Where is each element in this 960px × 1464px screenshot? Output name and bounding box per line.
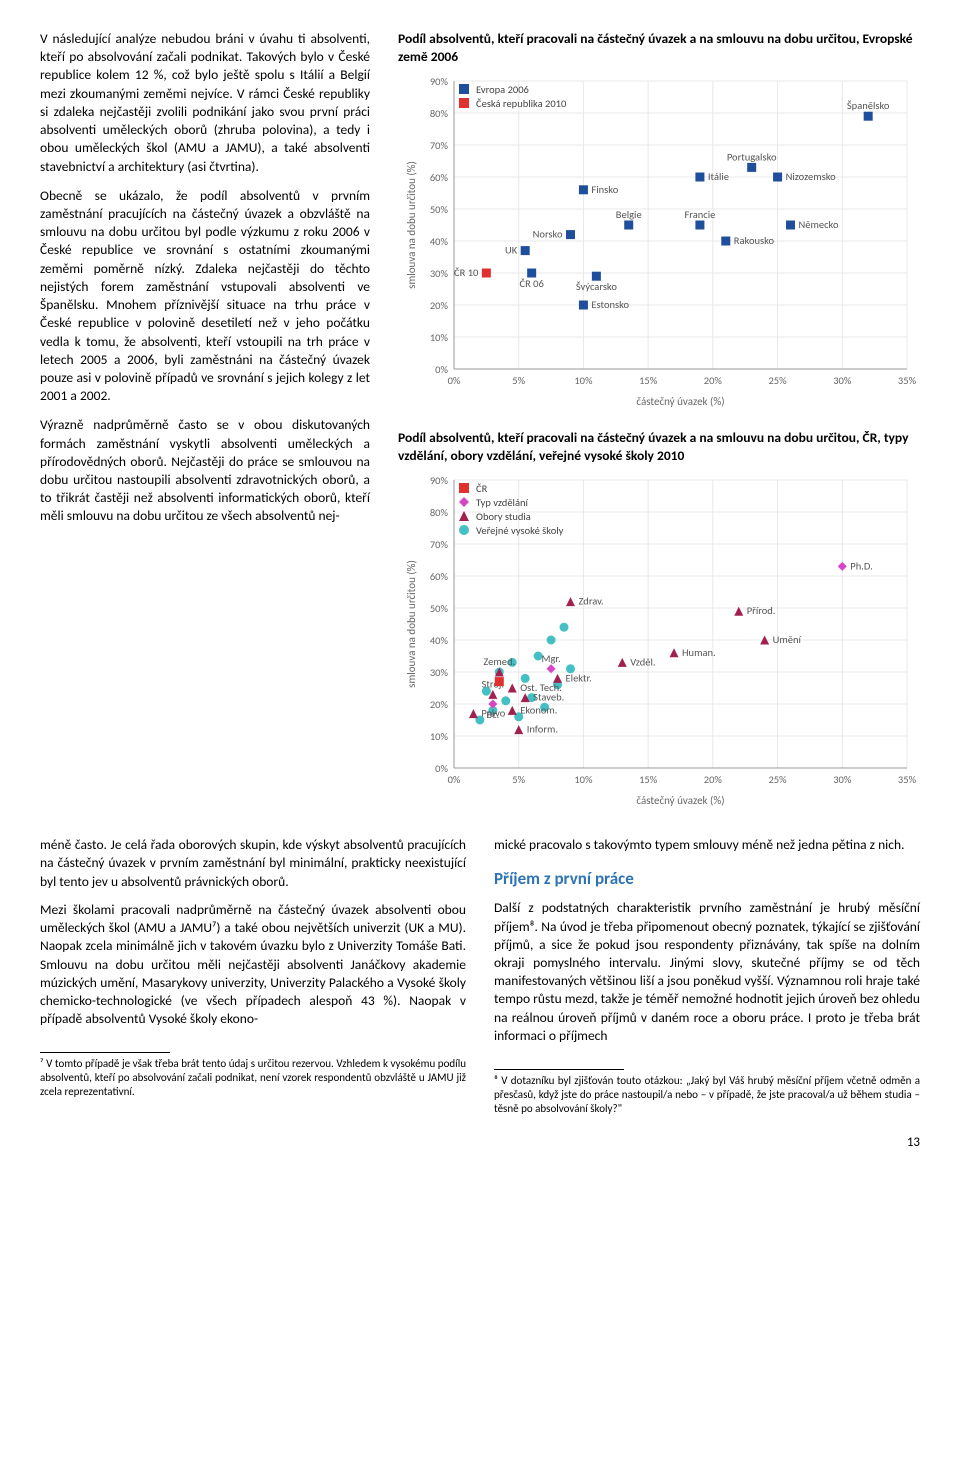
- svg-text:Mgr.: Mgr.: [541, 652, 560, 665]
- svg-text:ČR 06: ČR 06: [519, 277, 543, 290]
- svg-text:Umění: Umění: [773, 633, 802, 646]
- svg-text:25%: 25%: [768, 374, 787, 387]
- svg-text:0%: 0%: [435, 363, 448, 376]
- svg-text:Staveb.: Staveb.: [533, 691, 564, 704]
- svg-text:80%: 80%: [430, 506, 449, 519]
- svg-text:Norsko: Norsko: [533, 228, 563, 241]
- svg-text:Zdrav.: Zdrav.: [578, 595, 603, 608]
- paragraph: Mezi školami pracovali nadprůměrně na čá…: [40, 901, 466, 1029]
- footnote-separator: [40, 1052, 170, 1053]
- footnote-left: ⁷ V tomto případě je však třeba brát ten…: [40, 1057, 466, 1098]
- svg-text:Zemed.: Zemed.: [483, 655, 515, 668]
- right-charts-column: Podíl absolventů, kteří pracovali na čás…: [398, 30, 920, 828]
- svg-text:Belgie: Belgie: [616, 208, 642, 221]
- svg-text:20%: 20%: [704, 773, 723, 786]
- svg-text:5%: 5%: [512, 773, 525, 786]
- svg-text:90%: 90%: [430, 474, 449, 487]
- svg-text:smlouva na dobu určitou (%): smlouva na dobu určitou (%): [405, 560, 418, 688]
- svg-text:0%: 0%: [435, 762, 448, 775]
- svg-text:10%: 10%: [430, 730, 449, 743]
- svg-text:5%: 5%: [512, 374, 525, 387]
- svg-text:Ph.D.: Ph.D.: [850, 560, 872, 573]
- svg-text:25%: 25%: [768, 773, 787, 786]
- footnote-separator: [494, 1069, 624, 1070]
- svg-text:30%: 30%: [430, 267, 449, 280]
- paragraph: Obecně se ukázalo, že podíl absolventů v…: [40, 187, 370, 406]
- svg-text:40%: 40%: [430, 235, 449, 248]
- svg-text:Finsko: Finsko: [591, 183, 618, 196]
- svg-text:20%: 20%: [430, 698, 449, 711]
- svg-text:15%: 15%: [639, 374, 658, 387]
- paragraph: mické pracovalo s takovýmto typem smlouv…: [494, 836, 920, 854]
- svg-text:20%: 20%: [430, 299, 449, 312]
- svg-text:0%: 0%: [448, 773, 461, 786]
- svg-text:smlouva na dobu určitou (%): smlouva na dobu určitou (%): [405, 161, 418, 289]
- svg-text:Typ vzdělání: Typ vzdělání: [476, 496, 529, 509]
- svg-text:Španělsko: Španělsko: [847, 99, 890, 112]
- svg-text:částečný úvazek (%): částečný úvazek (%): [636, 794, 724, 807]
- svg-text:10%: 10%: [430, 331, 449, 344]
- svg-text:Přírod.: Přírod.: [747, 604, 776, 617]
- svg-text:Estonsko: Estonsko: [591, 298, 629, 311]
- bottom-left-col: méně často. Je celá řada oborových skupi…: [40, 836, 466, 1115]
- svg-text:částečný úvazek (%): částečný úvazek (%): [636, 395, 724, 408]
- svg-text:0%: 0%: [448, 374, 461, 387]
- svg-text:Česká republika 2010: Česká republika 2010: [476, 97, 567, 110]
- svg-text:10%: 10%: [574, 773, 593, 786]
- chart2: 0% 5% 10% 15% 20% 25% 30% 35% 0% 10% 20% 30% 40% 50% 6…: [398, 470, 920, 810]
- svg-text:Elektr.: Elektr.: [566, 672, 592, 685]
- svg-text:Ekonom.: Ekonom.: [520, 704, 557, 717]
- svg-text:Veřejné vysoké školy: Veřejné vysoké školy: [476, 524, 564, 537]
- chart2-title: Podíl absolventů, kteří pracovali na čás…: [398, 429, 920, 464]
- svg-text:30%: 30%: [833, 773, 852, 786]
- svg-text:60%: 60%: [430, 171, 449, 184]
- svg-text:Švýcarsko: Švýcarsko: [576, 280, 618, 293]
- svg-text:Portugalsko: Portugalsko: [727, 150, 777, 163]
- svg-text:Bc.: Bc.: [486, 708, 499, 721]
- svg-text:40%: 40%: [430, 634, 449, 647]
- svg-text:30%: 30%: [430, 666, 449, 679]
- left-text-column: V následující analýze nebudou bráni v úv…: [40, 30, 370, 828]
- page-number: 13: [40, 1135, 920, 1150]
- svg-text:90%: 90%: [430, 75, 449, 88]
- svg-text:Francie: Francie: [684, 208, 715, 221]
- svg-text:Německo: Německo: [799, 218, 839, 231]
- footnote-right: ⁸ V dotazníku byl zjišťován touto otázko…: [494, 1074, 920, 1115]
- svg-text:30%: 30%: [833, 374, 852, 387]
- bottom-right-col: mické pracovalo s takovýmto typem smlouv…: [494, 836, 920, 1115]
- svg-text:Rakousko: Rakousko: [734, 234, 775, 247]
- svg-text:50%: 50%: [430, 203, 449, 216]
- section-heading: Příjem z první práce: [494, 868, 920, 891]
- svg-text:80%: 80%: [430, 107, 449, 120]
- paragraph: Další z podstatných charakteristik první…: [494, 899, 920, 1045]
- svg-text:20%: 20%: [704, 374, 723, 387]
- svg-text:35%: 35%: [898, 773, 917, 786]
- svg-text:Itálie: Itálie: [708, 170, 729, 183]
- svg-text:35%: 35%: [898, 374, 917, 387]
- svg-text:Obory studia: Obory studia: [476, 510, 531, 523]
- svg-text:50%: 50%: [430, 602, 449, 615]
- svg-text:UK: UK: [505, 244, 518, 257]
- svg-text:Vzděl.: Vzděl.: [630, 656, 655, 669]
- svg-text:ČR: ČR: [476, 482, 488, 495]
- chart1-title: Podíl absolventů, kteří pracovali na čás…: [398, 30, 920, 65]
- svg-text:10%: 10%: [574, 374, 593, 387]
- svg-text:15%: 15%: [639, 773, 658, 786]
- svg-text:60%: 60%: [430, 570, 449, 583]
- svg-text:70%: 70%: [430, 139, 449, 152]
- chart1: 0% 5% 10% 15% 20% 25% 30% 35% 0% 10% 20% 30% 40% 50% 6…: [398, 71, 920, 411]
- svg-text:Inform.: Inform.: [527, 723, 558, 736]
- svg-text:Human.: Human.: [682, 646, 716, 659]
- svg-text:70%: 70%: [430, 538, 449, 551]
- paragraph: Výrazně nadprůměrně často se v obou disk…: [40, 416, 370, 525]
- svg-text:ČR 10: ČR 10: [454, 266, 479, 279]
- svg-text:Evropa 2006: Evropa 2006: [476, 83, 529, 96]
- paragraph: méně často. Je celá řada oborových skupi…: [40, 836, 466, 891]
- paragraph: V následující analýze nebudou bráni v úv…: [40, 30, 370, 176]
- svg-text:Nizozemsko: Nizozemsko: [786, 170, 837, 183]
